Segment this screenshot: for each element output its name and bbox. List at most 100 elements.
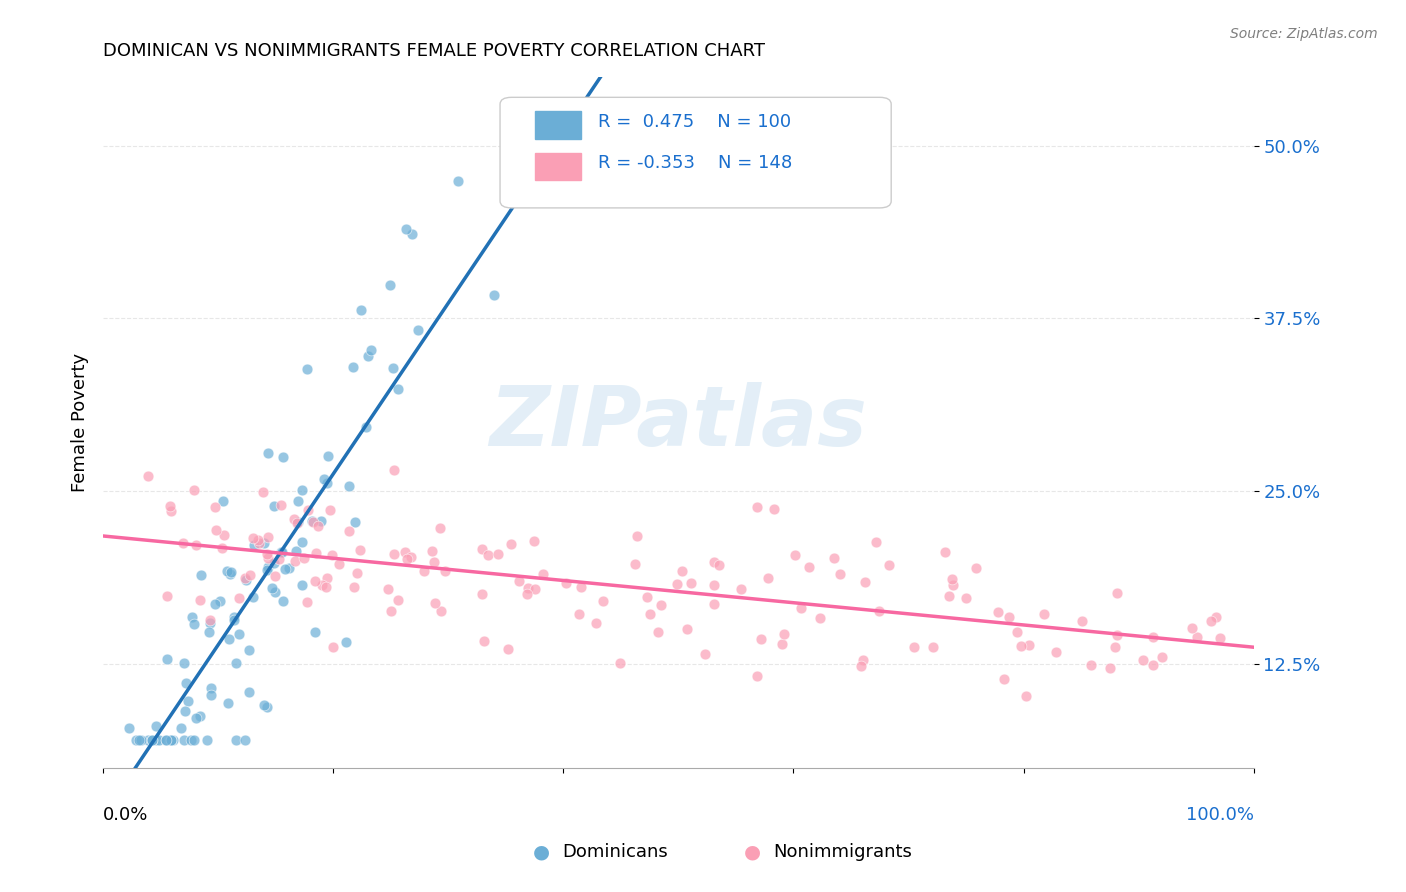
Point (155, 733, 177, 747)
Point (312, 472, 335, 486)
Y-axis label: Female Poverty: Female Poverty (72, 352, 89, 491)
Point (141, 733, 163, 747)
Point (747, 500, 769, 514)
Point (256, 563, 278, 577)
Point (256, 700, 278, 714)
Point (128, 733, 150, 747)
Point (1142, 630, 1164, 644)
Point (773, 627, 796, 641)
Point (430, 604, 453, 618)
Point (263, 499, 285, 513)
Point (270, 545, 292, 559)
Point (609, 656, 631, 670)
Point (1005, 625, 1028, 640)
Point (304, 625, 326, 640)
Point (382, 463, 405, 477)
Point (252, 484, 274, 499)
Point (319, 503, 342, 517)
Text: 0.0%: 0.0% (103, 805, 149, 823)
Point (420, 543, 443, 558)
Point (406, 323, 429, 337)
Point (1105, 628, 1128, 642)
Point (204, 500, 226, 514)
Point (823, 550, 845, 565)
Point (136, 733, 159, 747)
Point (228, 627, 250, 641)
Point (264, 584, 287, 599)
Point (380, 277, 402, 292)
Point (382, 547, 405, 561)
Point (292, 550, 315, 565)
Point (176, 676, 198, 690)
Point (219, 565, 242, 579)
Text: R =  0.475    N = 100: R = 0.475 N = 100 (598, 112, 792, 130)
Point (337, 524, 360, 538)
Point (349, 543, 371, 558)
Point (1105, 586, 1128, 600)
Point (304, 574, 326, 588)
Point (198, 616, 221, 631)
Point (247, 533, 270, 547)
Point (516, 587, 538, 601)
Point (200, 681, 222, 695)
Point (156, 651, 179, 665)
Point (274, 561, 297, 575)
Point (849, 659, 872, 673)
Point (239, 568, 262, 582)
Point (224, 613, 246, 627)
Point (173, 656, 195, 670)
Point (1032, 607, 1054, 622)
Point (257, 446, 280, 460)
Point (605, 138, 627, 153)
Text: R = -0.353    N = 148: R = -0.353 N = 148 (598, 154, 792, 172)
Point (647, 624, 669, 639)
Point (703, 578, 725, 592)
Point (344, 515, 367, 529)
Point (1205, 610, 1227, 624)
Point (993, 673, 1015, 687)
Point (247, 535, 270, 549)
Point (745, 668, 768, 682)
Point (938, 589, 960, 603)
Point (155, 733, 177, 747)
Point (328, 557, 350, 571)
Point (1015, 689, 1038, 703)
Point (955, 591, 977, 605)
Text: Dominicans: Dominicans (562, 843, 668, 861)
Point (797, 560, 820, 574)
Point (188, 709, 211, 723)
Text: ●: ● (744, 842, 761, 862)
Point (922, 640, 945, 654)
Point (204, 597, 226, 611)
Point (205, 523, 228, 537)
Point (987, 605, 1010, 619)
Point (129, 733, 152, 747)
Point (749, 632, 772, 646)
Point (423, 554, 446, 568)
Point (180, 733, 202, 747)
Point (198, 613, 221, 627)
Point (865, 534, 887, 549)
Point (1152, 649, 1174, 664)
FancyBboxPatch shape (501, 97, 891, 208)
Point (271, 450, 294, 465)
Point (524, 582, 547, 597)
Point (638, 607, 661, 622)
Point (315, 580, 337, 594)
Point (183, 617, 205, 632)
Point (209, 593, 232, 607)
Point (183, 733, 205, 747)
Point (380, 604, 402, 618)
Point (256, 560, 278, 574)
Point (394, 545, 416, 559)
Point (200, 689, 222, 703)
Point (636, 590, 658, 604)
Point (1199, 614, 1222, 628)
Point (998, 609, 1021, 624)
Point (141, 733, 163, 747)
Point (269, 551, 291, 566)
Point (277, 560, 299, 574)
Point (212, 528, 235, 542)
Point (1010, 639, 1032, 653)
Point (1181, 621, 1204, 635)
